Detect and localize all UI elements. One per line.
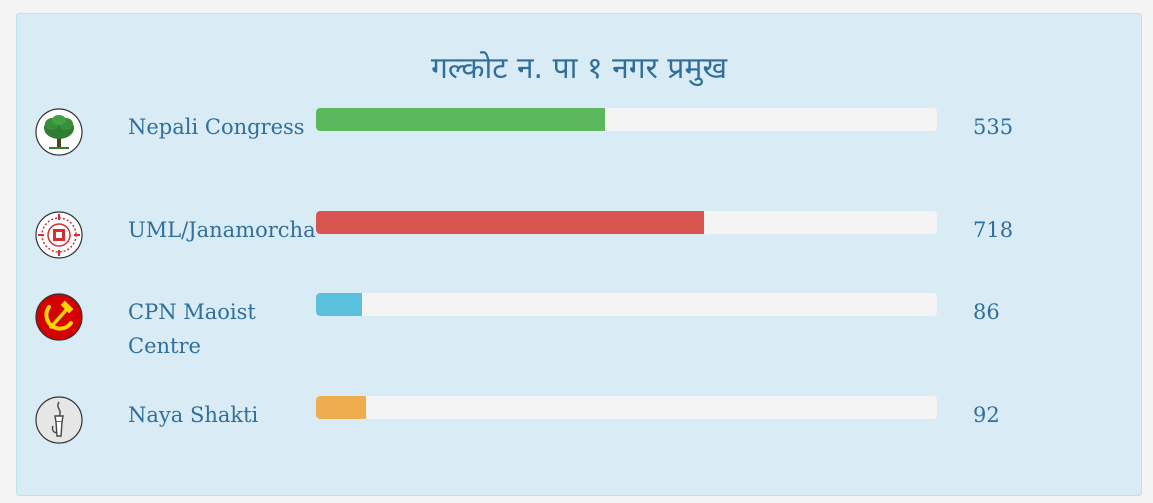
vote-bar	[316, 211, 704, 234]
vote-count: 535	[973, 115, 1014, 139]
vote-bar-track	[316, 396, 937, 419]
vote-count: 92	[973, 403, 1000, 427]
party-name: Naya Shakti	[128, 403, 259, 427]
party-name: Nepali Congress	[128, 115, 305, 139]
hammer-sickle-icon	[35, 293, 83, 341]
torch-hand-icon	[35, 396, 83, 444]
vote-count: 86	[973, 300, 1000, 324]
vote-bar-track	[316, 108, 937, 131]
chart-title: गल्कोट न. पा १ नगर प्रमुख	[431, 51, 727, 86]
party-name: UML/Janamorcha	[128, 218, 316, 242]
vote-bar-track	[316, 293, 937, 316]
vote-bar	[316, 293, 363, 316]
party-name: CPN Maoist Centre	[128, 300, 256, 358]
sun-emblem-icon	[35, 211, 83, 259]
results-panel: गल्कोट न. पा १ नगर प्रमुख Nepali Congres…	[16, 13, 1142, 496]
vote-bar-track	[316, 211, 937, 234]
tree-icon	[35, 108, 83, 156]
vote-bar	[316, 396, 366, 419]
vote-count: 718	[973, 218, 1014, 242]
vote-bar	[316, 108, 605, 131]
